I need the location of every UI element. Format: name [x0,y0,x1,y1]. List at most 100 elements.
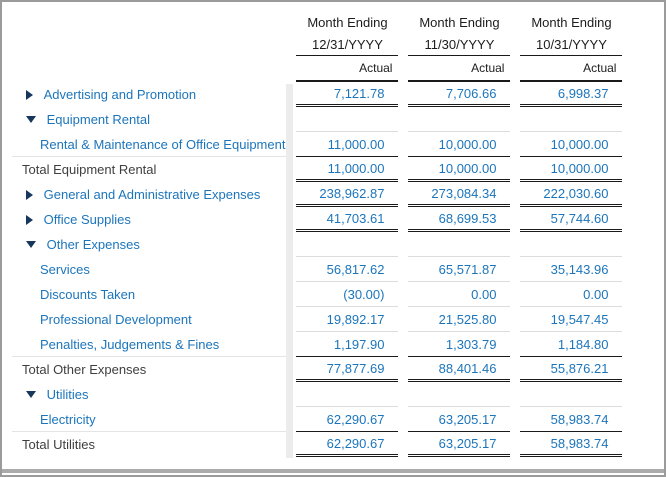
value-cell[interactable]: 63,205.17 [408,432,511,457]
value-cell[interactable]: (30.00) [296,282,399,307]
value-cell[interactable]: 19,547.45 [520,307,623,332]
value-cell[interactable]: 10,000.00 [408,132,511,157]
value-cell[interactable]: 10,000.00 [520,132,623,157]
value-cell[interactable]: 1,197.90 [296,332,399,357]
value-cell[interactable]: 6,998.37 [520,82,623,107]
table-row: Total Other Expenses 77,877.69 88,401.46… [12,357,623,382]
account-cell: Services [12,257,286,282]
value-cell [296,232,399,257]
value-cell[interactable]: 57,744.60 [520,207,623,232]
value-cell[interactable]: 62,290.67 [296,407,399,432]
value-cell [408,107,511,132]
value-cell[interactable]: 11,000.00 [296,132,399,157]
value-cell[interactable]: 68,699.53 [408,207,511,232]
value-cell[interactable]: 10,000.00 [520,157,623,182]
collapse-icon[interactable] [26,115,36,123]
value-cell[interactable]: 58,983.74 [520,432,623,457]
value-cell [296,107,399,132]
collapse-icon[interactable] [26,390,36,398]
value-cell[interactable]: 7,121.78 [296,82,399,107]
account-cell: Total Equipment Rental [12,157,286,182]
table-row: Utilities [12,382,623,407]
value-cell [408,382,511,407]
table-row: Other Expenses [12,232,623,257]
account-cell: Office Supplies [12,207,286,232]
table-row: Penalties, Judgements & Fines 1,197.90 1… [12,332,623,357]
value-cell[interactable]: 7,706.66 [408,82,511,107]
total-label: Total Equipment Rental [22,162,157,178]
expand-icon[interactable] [26,190,33,201]
value-cell[interactable]: 273,084.34 [408,182,511,207]
column-header-period: Month Ending [307,14,388,30]
table-row: Services 56,817.62 65,571.87 35,143.96 [12,257,623,282]
value-cell[interactable]: 222,030.60 [520,182,623,207]
value-cell [520,107,623,132]
account-label[interactable]: Electricity [40,412,96,428]
account-label[interactable]: Equipment Rental [46,112,150,128]
account-label[interactable]: Other Expenses [46,237,140,253]
account-label[interactable]: Penalties, Judgements & Fines [40,337,220,353]
table-row: Professional Development 19,892.17 21,52… [12,307,623,332]
value-cell[interactable]: 35,143.96 [520,257,623,282]
account-label[interactable]: Professional Development [40,312,192,328]
expand-icon[interactable] [26,215,33,226]
account-cell: Utilities [12,382,286,407]
account-cell: General and Administrative Expenses [12,182,286,207]
value-cell[interactable]: 1,184.80 [520,332,623,357]
value-cell[interactable]: 10,000.00 [408,157,511,182]
value-cell[interactable]: 41,703.61 [296,207,399,232]
value-cell[interactable]: 21,525.80 [408,307,511,332]
account-label[interactable]: Advertising and Promotion [43,87,197,103]
column-header-date: 11/30/YYYY [408,34,511,56]
value-cell[interactable]: 19,892.17 [296,307,399,332]
account-cell: Equipment Rental [12,107,286,132]
account-label[interactable]: Rental & Maintenance of Office Equipment [40,137,286,153]
value-cell[interactable]: 1,303.79 [408,332,511,357]
value-cell[interactable]: 55,876.21 [520,357,623,382]
collapse-icon[interactable] [26,240,36,248]
value-cell[interactable]: 11,000.00 [296,157,399,182]
account-label[interactable]: Services [40,262,90,278]
header-spacer [12,34,286,56]
value-cell[interactable]: 0.00 [408,282,511,307]
table-row: Rental & Maintenance of Office Equipment… [12,132,623,157]
expand-icon[interactable] [26,90,33,101]
table-row: General and Administrative Expenses 238,… [12,182,623,207]
header-row-period: Month Ending Month Ending Month Ending [12,10,622,34]
value-cell[interactable]: 56,817.62 [296,257,399,282]
table-row: Equipment Rental [12,107,623,132]
account-cell: Total Other Expenses [12,357,286,382]
account-label[interactable]: Utilities [46,387,89,403]
total-label: Total Utilities [22,437,95,453]
column-gutter [286,84,293,458]
expense-report-table: Month Ending Month Ending Month Ending 1… [2,10,632,457]
header-row-measure: Actual Actual Actual [12,56,623,82]
value-cell[interactable]: 77,877.69 [296,357,399,382]
value-cell [520,232,623,257]
account-cell: Rental & Maintenance of Office Equipment [12,132,287,157]
table-row: Total Equipment Rental 11,000.00 10,000.… [12,157,623,182]
column-header-actual: Actual [296,56,399,82]
account-label[interactable]: General and Administrative Expenses [43,187,261,203]
value-cell[interactable]: 63,205.17 [408,407,511,432]
value-cell[interactable]: 238,962.87 [296,182,399,207]
value-cell[interactable]: 0.00 [520,282,623,307]
column-header-date: 10/31/YYYY [520,34,623,56]
value-cell[interactable]: 58,983.74 [520,407,623,432]
column-header-actual: Actual [520,56,623,82]
value-cell[interactable]: 88,401.46 [408,357,511,382]
header-row-date: 12/31/YYYY 11/30/YYYY 10/31/YYYY [12,34,623,56]
account-cell: Total Utilities [12,432,286,457]
column-header-date: 12/31/YYYY [296,34,399,56]
header-spacer [12,10,286,34]
frame-bottom-edge [2,469,664,473]
value-cell[interactable]: 62,290.67 [296,432,399,457]
account-cell: Discounts Taken [12,282,286,307]
account-cell: Professional Development [12,307,286,332]
account-cell: Other Expenses [12,232,286,257]
column-header-period: Month Ending [419,14,500,30]
value-cell[interactable]: 65,571.87 [408,257,511,282]
account-label[interactable]: Discounts Taken [40,287,136,303]
account-label[interactable]: Office Supplies [43,212,131,228]
